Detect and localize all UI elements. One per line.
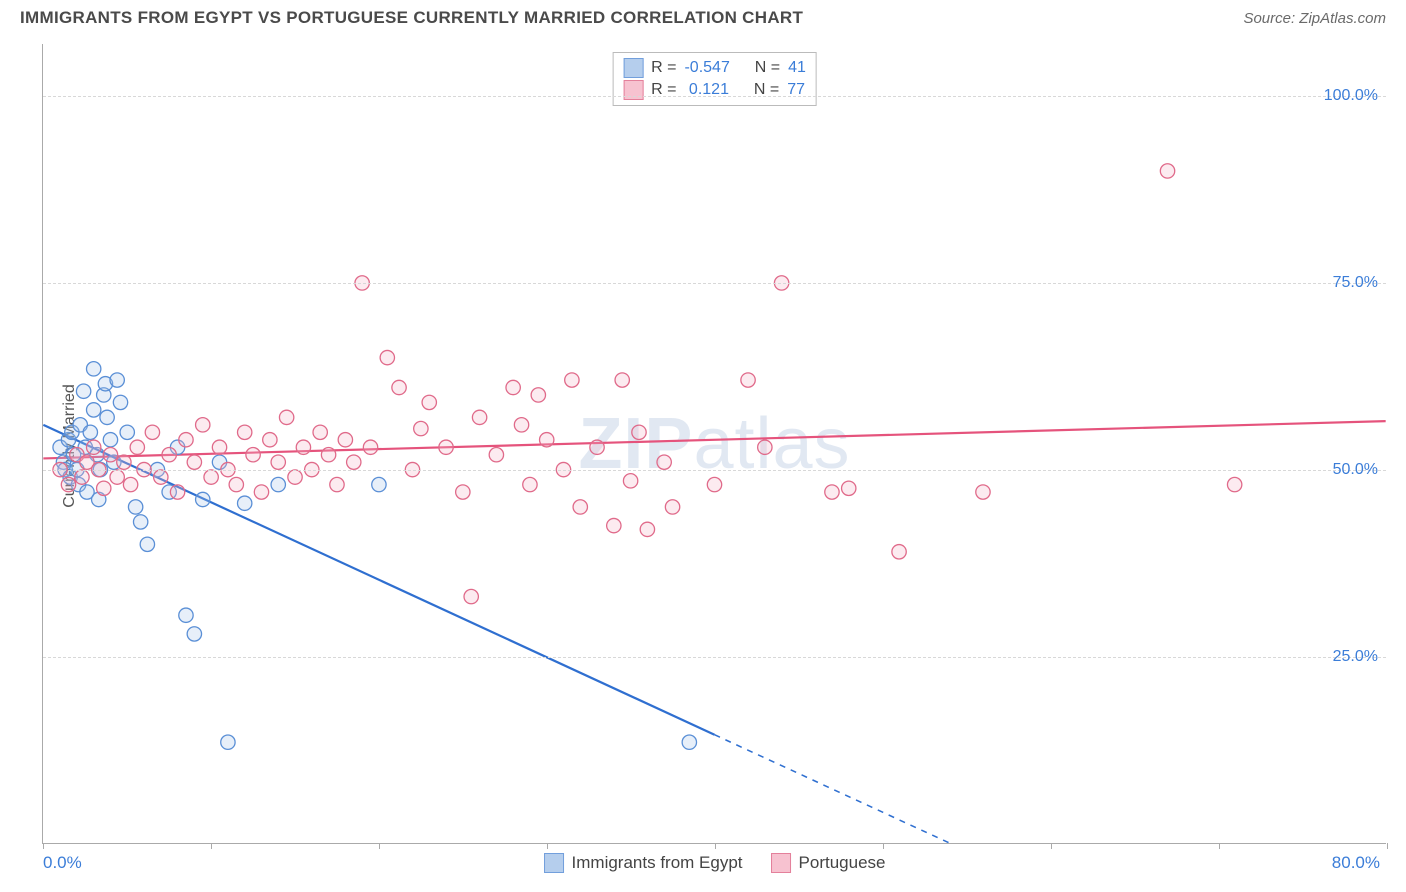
chart-area: ZIPatlas R = -0.547 N = 41 R = 0.121 N =… [42, 44, 1386, 844]
y-tick-label: 100.0% [1324, 87, 1378, 105]
legend-swatch-bottom-1 [771, 853, 791, 873]
legend-item-series-0: Immigrants from Egypt [544, 853, 743, 873]
x-tick-label-first: 0.0% [43, 853, 82, 873]
chart-title: IMMIGRANTS FROM EGYPT VS PORTUGUESE CURR… [20, 8, 803, 28]
legend-row-series-1: R = 0.121 N = 77 [623, 79, 806, 101]
y-tick-label: 50.0% [1333, 461, 1378, 479]
legend-swatch-bottom-0 [544, 853, 564, 873]
x-tick-label-last: 80.0% [1332, 853, 1380, 873]
legend-series: Immigrants from Egypt Portuguese [544, 853, 886, 873]
legend-correlation: R = -0.547 N = 41 R = 0.121 N = 77 [612, 52, 817, 106]
chart-header: IMMIGRANTS FROM EGYPT VS PORTUGUESE CURR… [0, 0, 1406, 34]
legend-swatch-series-0 [623, 58, 643, 78]
r-value-series-0: -0.547 [684, 57, 729, 79]
plot-svg [43, 44, 1386, 843]
y-tick-label: 75.0% [1333, 274, 1378, 292]
legend-label-series-0: Immigrants from Egypt [572, 853, 743, 873]
source-attribution: Source: ZipAtlas.com [1243, 10, 1386, 27]
legend-label-series-1: Portuguese [799, 853, 886, 873]
n-value-series-1: 77 [787, 79, 805, 101]
n-value-series-0: 41 [788, 57, 806, 79]
y-tick-label: 25.0% [1333, 648, 1378, 666]
r-value-series-1: 0.121 [684, 79, 729, 101]
legend-item-series-1: Portuguese [771, 853, 886, 873]
legend-row-series-0: R = -0.547 N = 41 [623, 57, 806, 79]
